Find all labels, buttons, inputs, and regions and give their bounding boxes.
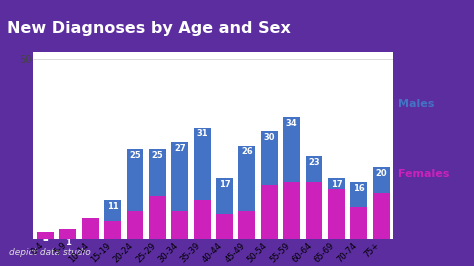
Bar — [306, 156, 322, 239]
Text: 2: 2 — [43, 233, 48, 242]
Bar — [149, 149, 166, 239]
Bar — [283, 117, 300, 239]
Bar — [350, 182, 367, 239]
Text: 17: 17 — [219, 180, 230, 189]
Text: 16: 16 — [308, 183, 320, 192]
Bar — [59, 236, 76, 239]
Bar — [37, 232, 54, 239]
Text: New Diagnoses by Age and Sex: New Diagnoses by Age and Sex — [7, 21, 291, 36]
Text: 34: 34 — [286, 119, 297, 128]
Text: Females: Females — [398, 169, 449, 179]
Bar — [104, 221, 121, 239]
Bar — [373, 193, 390, 239]
Bar — [328, 178, 345, 239]
Text: 8: 8 — [132, 212, 138, 221]
Bar — [238, 211, 255, 239]
Bar — [194, 200, 210, 239]
Text: 23: 23 — [308, 158, 320, 167]
Text: depict data studio: depict data studio — [9, 248, 91, 257]
Text: 9: 9 — [356, 208, 362, 217]
Text: 30: 30 — [264, 133, 275, 142]
Bar — [127, 211, 143, 239]
Bar — [328, 189, 345, 239]
Text: 15: 15 — [264, 186, 275, 196]
Bar — [261, 185, 278, 239]
Text: 5: 5 — [109, 222, 116, 231]
Text: 11: 11 — [196, 201, 208, 210]
Text: Males: Males — [398, 99, 435, 109]
Bar — [261, 131, 278, 239]
Bar — [82, 218, 99, 239]
Text: 12: 12 — [152, 197, 163, 206]
Text: 7: 7 — [222, 215, 228, 224]
Text: 1: 1 — [65, 238, 71, 247]
Text: 13: 13 — [375, 194, 387, 203]
Bar — [171, 211, 188, 239]
Bar — [37, 232, 54, 239]
Bar — [350, 207, 367, 239]
Bar — [194, 128, 210, 239]
Text: 8: 8 — [244, 212, 250, 221]
Bar — [373, 167, 390, 239]
Text: 17: 17 — [330, 180, 342, 189]
Bar — [149, 196, 166, 239]
Bar — [238, 146, 255, 239]
Text: 3: 3 — [65, 230, 71, 239]
Text: 11: 11 — [107, 202, 118, 210]
Text: 16: 16 — [353, 184, 365, 193]
Text: 25: 25 — [152, 151, 163, 160]
Bar — [127, 149, 143, 239]
Bar — [82, 218, 99, 239]
Bar — [59, 228, 76, 239]
Text: 6: 6 — [87, 219, 93, 228]
Text: 8: 8 — [177, 212, 182, 221]
Bar — [283, 182, 300, 239]
Text: 14: 14 — [330, 190, 342, 199]
Bar — [171, 142, 188, 239]
Text: 20: 20 — [375, 169, 387, 178]
Bar — [104, 200, 121, 239]
Text: 2: 2 — [43, 234, 48, 243]
Text: 31: 31 — [196, 129, 208, 138]
Text: 27: 27 — [174, 144, 185, 153]
Text: 6: 6 — [87, 219, 93, 228]
Bar — [306, 182, 322, 239]
Text: 25: 25 — [129, 151, 141, 160]
Text: 26: 26 — [241, 147, 253, 156]
Text: 16: 16 — [286, 183, 298, 192]
Bar — [216, 214, 233, 239]
Bar — [216, 178, 233, 239]
